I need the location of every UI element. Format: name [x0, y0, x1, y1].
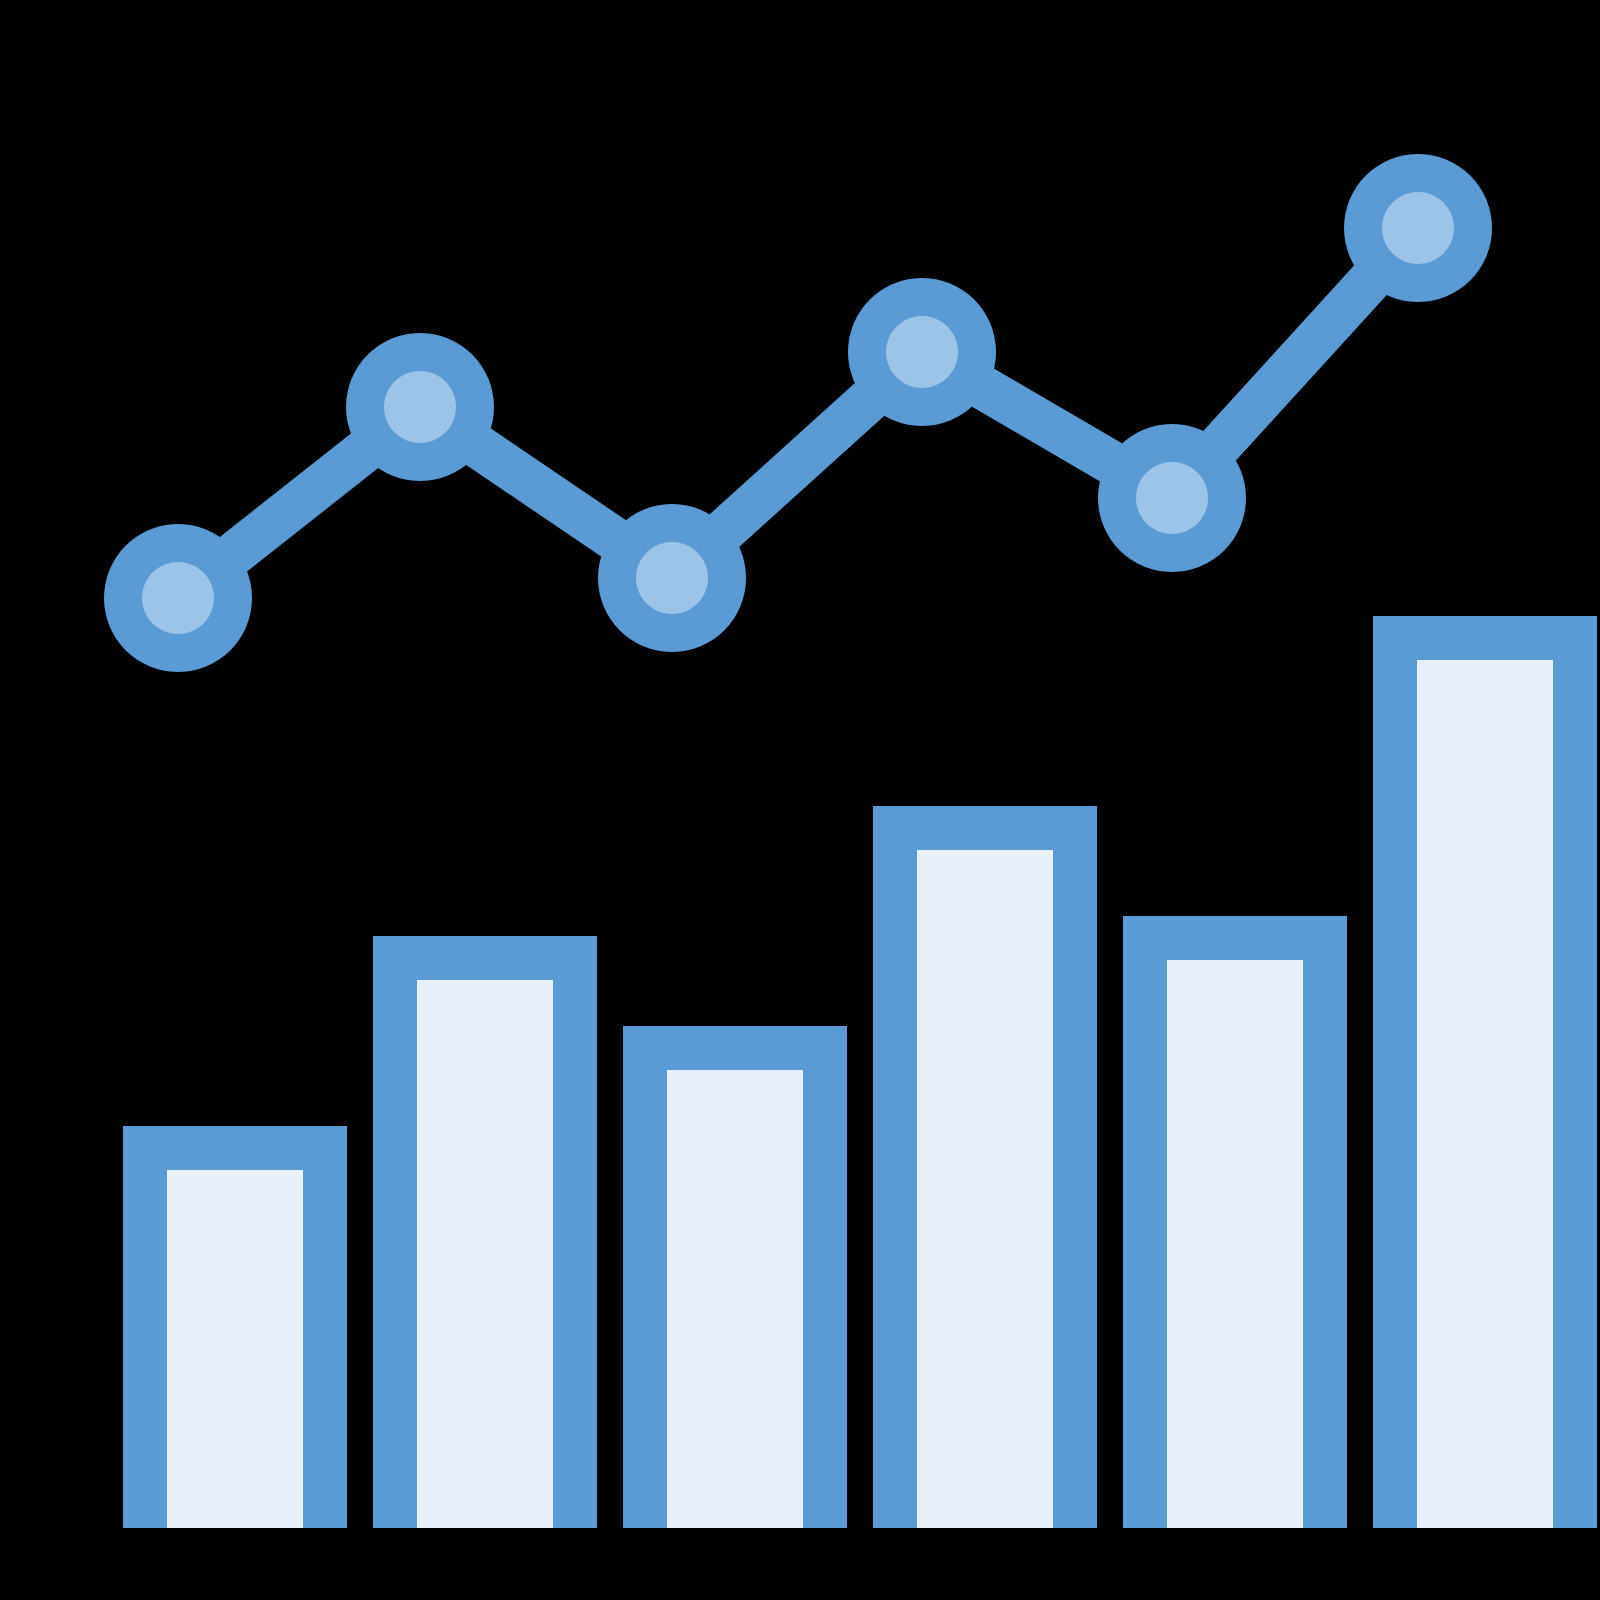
marker-inner-4 — [1136, 462, 1208, 534]
marker-inner-0 — [142, 562, 214, 634]
bar-fill-1 — [417, 980, 553, 1528]
bar-fill-4 — [1167, 960, 1303, 1528]
bar-fill-2 — [667, 1070, 803, 1528]
combo-chart-icon — [0, 0, 1600, 1600]
bar-fill-3 — [917, 850, 1053, 1528]
marker-inner-5 — [1382, 192, 1454, 264]
marker-inner-1 — [384, 371, 456, 443]
marker-inner-3 — [886, 316, 958, 388]
bar-fill-5 — [1417, 660, 1553, 1528]
bar-fill-0 — [167, 1170, 303, 1528]
marker-inner-2 — [636, 542, 708, 614]
